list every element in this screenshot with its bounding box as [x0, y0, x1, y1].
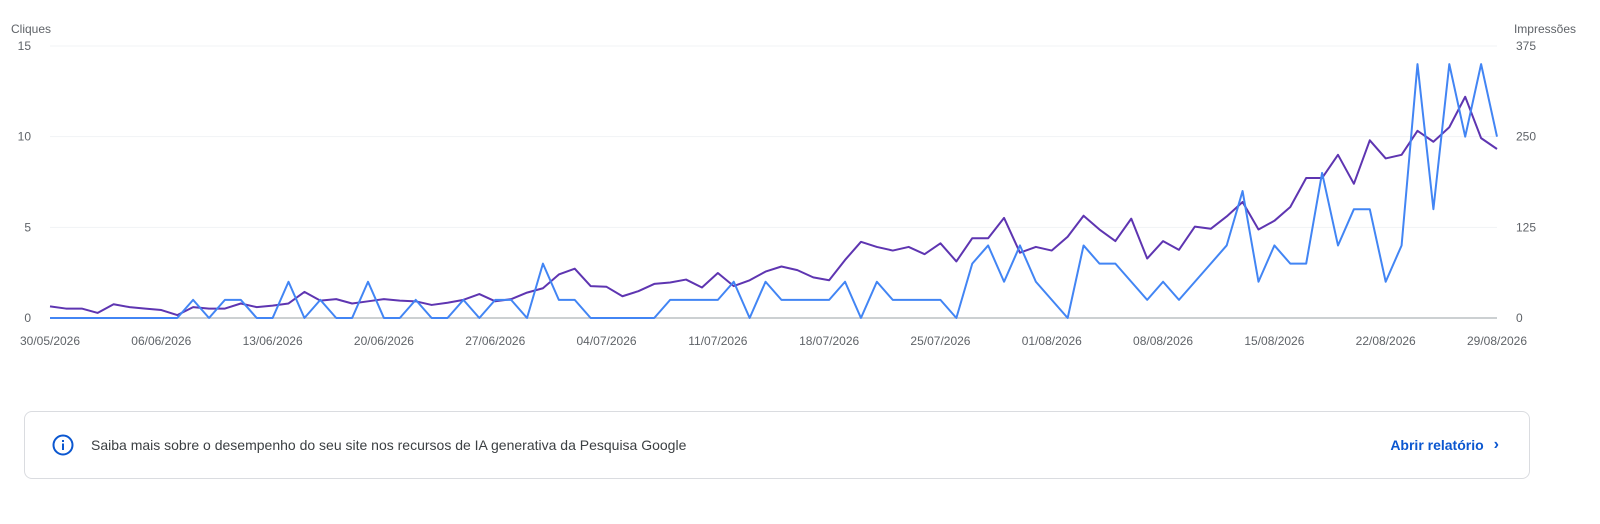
clicks-series-line — [50, 63, 1498, 319]
x-tick-label: 29/08/2026 — [1467, 334, 1527, 348]
x-tick-label: 30/05/2026 — [20, 334, 80, 348]
x-tick-label: 27/06/2026 — [465, 334, 525, 348]
x-tick-label: 18/07/2026 — [799, 334, 859, 348]
open-report-label: Abrir relatório — [1390, 437, 1484, 453]
left-y-tick-label: 10 — [18, 130, 32, 144]
x-tick-label: 04/07/2026 — [577, 334, 637, 348]
x-tick-label: 06/06/2026 — [131, 334, 191, 348]
impressions-series-line — [49, 95, 1498, 317]
chevron-right-icon: › — [1493, 436, 1499, 453]
ai-insight-card: Saiba mais sobre o desempenho do seu sit… — [24, 411, 1530, 479]
x-tick-label: 15/08/2026 — [1244, 334, 1304, 348]
x-tick-label: 25/07/2026 — [910, 334, 970, 348]
x-tick-label: 11/07/2026 — [688, 334, 747, 348]
info-card-text: Saiba mais sobre o desempenho do seu sit… — [91, 437, 687, 453]
left-y-tick-label: 0 — [24, 311, 31, 325]
left-y-tick-label: 15 — [18, 39, 32, 53]
info-icon — [52, 434, 74, 456]
x-tick-label: 13/06/2026 — [243, 334, 303, 348]
x-tick-label: 22/08/2026 — [1356, 334, 1416, 348]
right-y-tick-label: 375 — [1516, 39, 1536, 53]
right-y-tick-label: 250 — [1516, 130, 1536, 144]
right-y-tick-label: 125 — [1516, 220, 1536, 234]
x-tick-label: 01/08/2026 — [1022, 334, 1082, 348]
x-tick-label: 20/06/2026 — [354, 334, 414, 348]
left-axis-title: Cliques — [11, 22, 52, 36]
left-y-tick-label: 5 — [24, 220, 31, 234]
right-axis-title: Impressões — [1513, 22, 1576, 36]
right-y-tick-label: 0 — [1516, 311, 1523, 325]
x-tick-label: 08/08/2026 — [1133, 334, 1193, 348]
performance-chart: 0 0 5 125 10 250 15 375 30/05/2026 06/06/2026 13/0… — [18, 39, 1537, 348]
open-report-link[interactable]: Abrir relatório › — [1390, 436, 1499, 454]
